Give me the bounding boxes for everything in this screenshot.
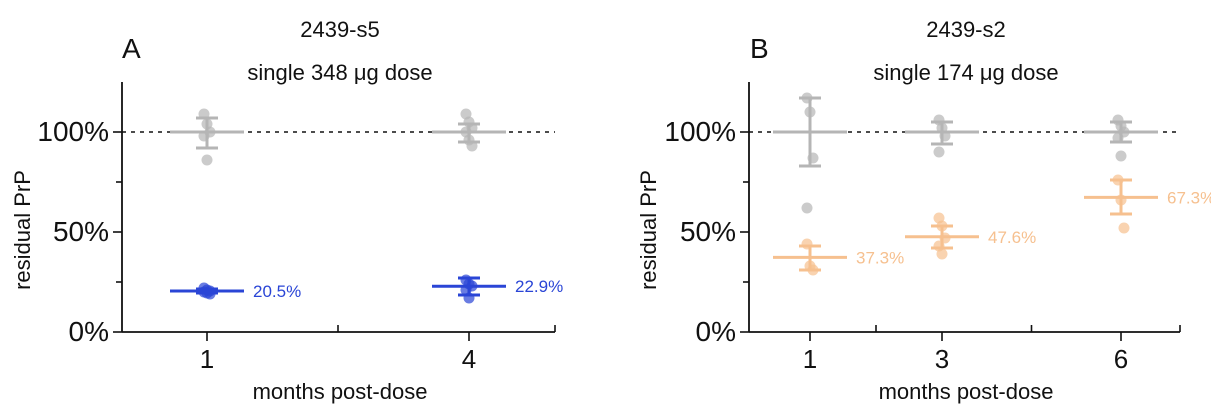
panel-a-x-tick-label: 1 xyxy=(200,344,214,374)
panel-b-subtitle: single 174 μg dose xyxy=(873,60,1058,85)
panel-a-data-label: 20.5% xyxy=(253,282,301,301)
panel-b-letter: B xyxy=(750,33,769,64)
panel-a-subtitle: single 348 μg dose xyxy=(247,60,432,85)
panel-b-control-point xyxy=(1115,150,1127,162)
panel-a-y-axis-label: residual PrP xyxy=(10,170,35,290)
panel-b-data-label: 37.3% xyxy=(856,248,904,267)
panel-b-title: 2439-s2 xyxy=(926,17,1006,42)
panel-a-title: 2439-s5 xyxy=(300,17,380,42)
panel-b-x-tick-label: 3 xyxy=(935,344,949,374)
panel-a-y-tick-label: 100% xyxy=(37,116,109,147)
panel-b-y-axis-label: residual PrP xyxy=(636,170,661,290)
panel-b-treated-point xyxy=(936,248,948,260)
panel-b-control-point xyxy=(933,146,945,158)
panel-b-y-tick-label: 50% xyxy=(680,216,736,247)
panel-b-y-tick-label: 0% xyxy=(696,316,736,347)
panel-b: 2439-s2 B single 174 μg dose residual Pr… xyxy=(636,17,1059,404)
panel-a: 2439-s5 A single 348 μg dose residual Pr… xyxy=(10,17,433,404)
panel-a-data-label: 22.9% xyxy=(515,277,563,296)
panel-b-data-label: 47.6% xyxy=(988,228,1036,247)
panel-a-y-tick-label: 50% xyxy=(53,216,109,247)
panel-b-data-label: 67.3% xyxy=(1167,188,1211,207)
panel-b-x-tick-label: 6 xyxy=(1114,344,1128,374)
panel-a-letter: A xyxy=(122,33,141,64)
panel-a-y-tick-label: 0% xyxy=(69,316,109,347)
panel-a-x-axis-label: months post-dose xyxy=(253,379,428,404)
panel-b-control-point xyxy=(801,202,813,214)
panel-b-treated-point xyxy=(1118,222,1130,234)
panel-b-x-tick-label: 1 xyxy=(803,344,817,374)
chart-marks: 0% 50% 100% 1 4 20.5% 22.9% 0% 50% 100% 1 3 6 37.3% 47… xyxy=(37,82,1211,374)
panel-a-x-tick-label: 4 xyxy=(462,344,476,374)
panel-b-y-tick-label: 100% xyxy=(664,116,736,147)
panel-b-x-axis-label: months post-dose xyxy=(879,379,1054,404)
panel-a-control-point xyxy=(201,154,213,166)
